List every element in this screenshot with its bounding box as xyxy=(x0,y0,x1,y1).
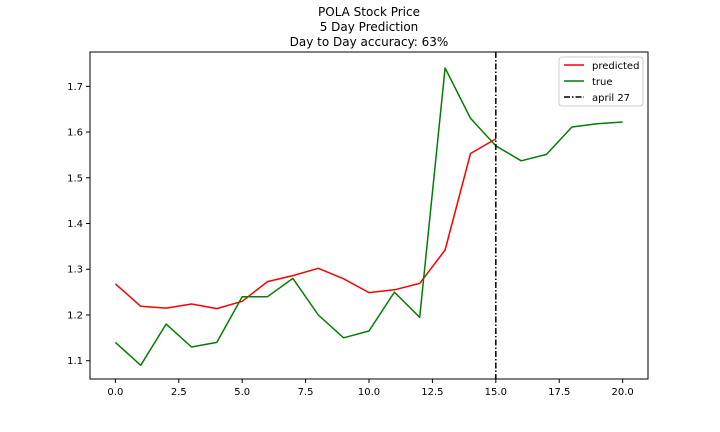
series-line-true xyxy=(114,67,623,367)
series-line-predicted xyxy=(114,138,497,310)
chart-title: POLA Stock Price 5 Day Prediction Day to… xyxy=(290,5,449,49)
x-tick-label: 17.5 xyxy=(548,387,570,398)
y-tick-label: 1.1 xyxy=(67,356,83,367)
plot-content xyxy=(114,52,623,379)
x-tick-label: 7.5 xyxy=(298,387,314,398)
legend-box xyxy=(558,56,644,107)
legend-label-predicted: predicted xyxy=(592,61,639,72)
x-tick-label: 5.0 xyxy=(234,387,250,398)
x-tick-label: 12.5 xyxy=(421,387,443,398)
y-tick-label: 1.7 xyxy=(67,82,83,93)
legend: predicted true april 27 xyxy=(558,56,644,107)
y-tick-label: 1.2 xyxy=(67,310,83,321)
x-tick-label: 0.0 xyxy=(107,387,123,398)
legend-label-april-27: april 27 xyxy=(592,93,630,104)
legend-label-true: true xyxy=(592,77,613,88)
x-axis: 0.0 2.5 5.0 7.5 10.0 12.5 15.0 17.5 20.0 xyxy=(107,379,634,398)
x-tick-label: 2.5 xyxy=(171,387,187,398)
x-tick-label: 15.0 xyxy=(485,387,507,398)
y-tick-label: 1.3 xyxy=(67,265,83,276)
chart-title-line-3: Day to Day accuracy: 63% xyxy=(290,35,449,49)
chart-title-line-2: 5 Day Prediction xyxy=(320,20,419,34)
x-tick-label: 20.0 xyxy=(612,387,634,398)
y-tick-label: 1.5 xyxy=(67,173,83,184)
x-tick-label: 10.0 xyxy=(358,387,380,398)
y-tick-label: 1.6 xyxy=(67,128,83,139)
y-tick-label: 1.4 xyxy=(67,219,83,230)
chart-title-line-1: POLA Stock Price xyxy=(318,5,420,19)
y-axis: 1.1 1.2 1.3 1.4 1.5 1.6 1.7 xyxy=(67,82,90,367)
